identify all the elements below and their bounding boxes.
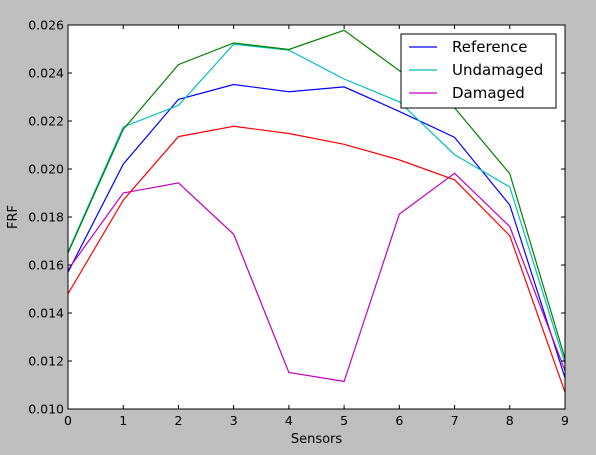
- y-tick-label: 0.010: [28, 402, 64, 417]
- y-tick-label: 0.018: [28, 210, 64, 225]
- x-tick-label: 9: [561, 413, 569, 428]
- x-tick-label: 3: [230, 413, 238, 428]
- y-tick-label: 0.024: [28, 66, 64, 81]
- x-tick-label: 2: [174, 413, 182, 428]
- x-tick-label: 5: [340, 413, 348, 428]
- y-tick-label: 0.020: [28, 162, 64, 177]
- series-line-unlabeled-3: [67, 29, 566, 359]
- y-tick-label: 0.014: [28, 306, 64, 321]
- x-tick-label: 8: [506, 413, 514, 428]
- legend-label: Damaged: [452, 84, 525, 102]
- x-tick-label: 6: [395, 413, 403, 428]
- y-tick-label: 0.026: [28, 18, 64, 33]
- series-lines: [67, 29, 566, 393]
- legend-box: [400, 33, 557, 109]
- x-tick-label: 1: [119, 413, 127, 428]
- axis-ticks: 0 1 2 3 4 5 6 7 8 9 0.010 0.012 0.014 0.016 0.018 0.020…: [28, 18, 569, 429]
- plot-frame: [67, 24, 566, 410]
- x-tick-label: 4: [285, 413, 293, 428]
- legend-label: Undamaged: [452, 61, 543, 79]
- series-line-unlabeled-4: [67, 125, 566, 393]
- y-tick-label: 0.016: [28, 258, 64, 273]
- y-axis-label: FRF: [6, 205, 21, 229]
- y-tick-label: 0.012: [28, 354, 64, 369]
- x-axis-label: Sensors: [291, 432, 343, 447]
- series-line-damaged: [67, 172, 566, 383]
- y-tick-label: 0.022: [28, 114, 64, 129]
- x-tick-label: 7: [451, 413, 459, 428]
- series-line-undamaged: [67, 43, 566, 364]
- legend-label: Reference: [452, 38, 528, 56]
- x-tick-label: 0: [64, 413, 72, 428]
- legend: Reference Undamaged Damaged: [400, 33, 557, 109]
